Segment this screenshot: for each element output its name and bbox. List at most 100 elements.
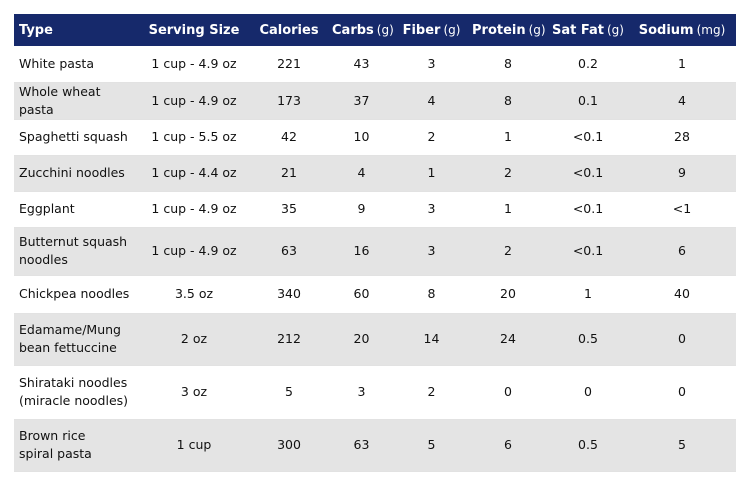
header-name: Sodium [638, 22, 694, 38]
table-cell: Shirataki noodles (miracle noodles) [14, 365, 138, 420]
cell-line: Whole wheat pasta [19, 83, 101, 117]
table-cell: 1 cup - 4.9 oz [138, 227, 250, 276]
cell-line: bean fettuccine [19, 340, 117, 355]
header-name: Type [19, 22, 53, 38]
header-unit: (mg) [696, 22, 726, 37]
table-cell: 2 [468, 227, 548, 276]
table-cell: 20 [328, 313, 395, 366]
header-cell: Calories [250, 14, 328, 46]
table-cell: Whole wheat pasta [14, 82, 138, 120]
table-cell: <0.1 [548, 119, 628, 156]
header-unit: (g) [528, 22, 546, 37]
table-cell: 173 [250, 82, 328, 120]
header-unit: (g) [443, 22, 461, 37]
table-cell: 1 cup - 4.9 oz [138, 191, 250, 228]
header-cell: Sodium (mg) [628, 14, 736, 46]
table-cell: White pasta [14, 46, 138, 83]
cell-line: Butternut squash [19, 234, 128, 249]
table-cell: 1 cup - 5.5 oz [138, 119, 250, 156]
table-cell: 4 [328, 155, 395, 192]
header-unit: (g) [607, 22, 624, 37]
header-cell: Type [14, 14, 138, 46]
table-row: Chickpea noodles 3.5 oz 340 60 8 20 1 40 [14, 275, 736, 314]
table-row: Whole wheat pasta 1 cup - 4.9 oz 173 37 4 8 0.… [14, 82, 736, 120]
table-cell: <0.1 [548, 155, 628, 192]
table-cell: 1 [628, 46, 736, 83]
table-row: White pasta 1 cup - 4.9 oz 221 43 3 8 0.2 1 [14, 46, 736, 83]
table-cell: <0.1 [548, 227, 628, 276]
table-cell: 0 [468, 365, 548, 420]
table-cell: 8 [468, 82, 548, 120]
table-row: Eggplant 1 cup - 4.9 oz 35 9 3 1 <0.1 <1 [14, 191, 736, 228]
cell-line: spiral pasta [19, 446, 92, 461]
cell-line: Chickpea noodles [19, 286, 130, 301]
table-cell: 21 [250, 155, 328, 192]
table-cell: 60 [328, 275, 395, 314]
table-cell: 43 [328, 46, 395, 83]
table-cell: 1 cup - 4.4 oz [138, 155, 250, 192]
cell-line: noodles [19, 252, 68, 267]
table-cell: 14 [395, 313, 468, 366]
table-cell: <1 [628, 191, 736, 228]
table-cell: 2 [468, 155, 548, 192]
table-cell: 212 [250, 313, 328, 366]
table-cell: 1 [395, 155, 468, 192]
header-unit: (g) [376, 22, 394, 37]
header-name: Fiber [402, 22, 441, 38]
table-cell: 0.5 [548, 313, 628, 366]
header-name: Serving Size [148, 22, 240, 38]
cell-line: Edamame/Mung [19, 322, 121, 337]
table-cell: 6 [468, 419, 548, 472]
cell-line: Spaghetti squash [19, 129, 128, 144]
table-cell: 10 [328, 119, 395, 156]
table-cell: 9 [628, 155, 736, 192]
table-cell: 63 [250, 227, 328, 276]
table-cell: 24 [468, 313, 548, 366]
table-cell: 5 [628, 419, 736, 472]
table-cell: 35 [250, 191, 328, 228]
table-row: Brown rice spiral pasta 1 cup 300 63 5 6 0.5 5 [14, 419, 736, 472]
table-cell: 1 cup - 4.9 oz [138, 82, 250, 120]
table-cell: 8 [468, 46, 548, 83]
header-cell: Protein (g) [468, 14, 548, 46]
cell-line: Brown rice [19, 428, 86, 443]
table-cell: 5 [250, 365, 328, 420]
header-name: Carbs [332, 22, 374, 38]
table-cell: 4 [628, 82, 736, 120]
table-cell: 9 [328, 191, 395, 228]
table-cell: 340 [250, 275, 328, 314]
table-cell: 28 [628, 119, 736, 156]
table-cell: 3 [395, 227, 468, 276]
table-cell: Zucchini noodles [14, 155, 138, 192]
table-cell: 2 [395, 365, 468, 420]
table-cell: 0.5 [548, 419, 628, 472]
table-cell: <0.1 [548, 191, 628, 228]
table-cell: 3.5 oz [138, 275, 250, 314]
table-cell: 1 [548, 275, 628, 314]
table-cell: 221 [250, 46, 328, 83]
table-cell: 1 [468, 119, 548, 156]
table-row: Butternut squash noodles 1 cup - 4.9 oz 63 1… [14, 227, 736, 276]
table-cell: 0.1 [548, 82, 628, 120]
table-cell: Spaghetti squash [14, 119, 138, 156]
table-cell: Eggplant [14, 191, 138, 228]
table-cell: 300 [250, 419, 328, 472]
table-cell: 37 [328, 82, 395, 120]
table-cell: 2 [395, 119, 468, 156]
table-cell: 1 cup [138, 419, 250, 472]
table-cell: 3 [395, 191, 468, 228]
table-cell: 4 [395, 82, 468, 120]
table-cell: 3 [395, 46, 468, 83]
header-cell: Fiber (g) [395, 14, 468, 46]
table-cell: 6 [628, 227, 736, 276]
table-cell: 0 [628, 313, 736, 366]
table-row: Edamame/Mung bean fettuccine 2 oz 212 20 14 24… [14, 313, 736, 366]
table-cell: 2 oz [138, 313, 250, 366]
header-cell: Serving Size [138, 14, 250, 46]
table-cell: 40 [628, 275, 736, 314]
table-cell: 63 [328, 419, 395, 472]
table-row: Shirataki noodles (miracle noodles) 3 oz 5 3… [14, 365, 736, 420]
table-cell: Butternut squash noodles [14, 227, 138, 276]
table-cell: 8 [395, 275, 468, 314]
table-cell: 42 [250, 119, 328, 156]
